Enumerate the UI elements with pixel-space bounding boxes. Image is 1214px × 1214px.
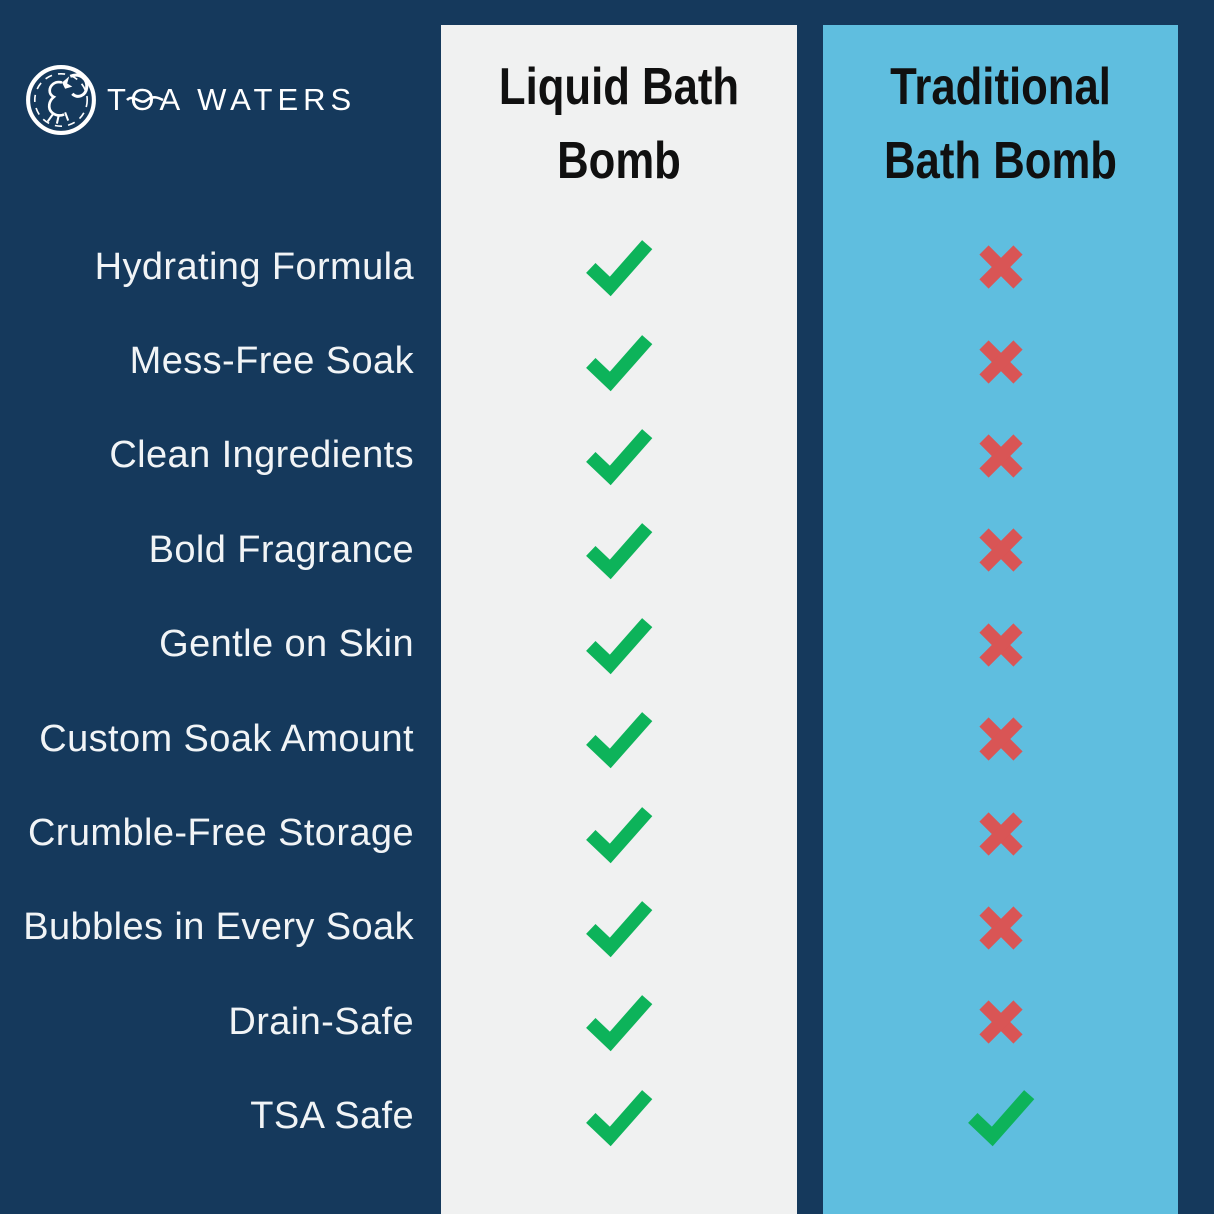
cross-icon	[976, 714, 1026, 764]
check-icon	[583, 710, 655, 769]
traditional-mark-cell	[823, 975, 1178, 1069]
traditional-mark-cell	[823, 409, 1178, 503]
liquid-mark-cell	[441, 975, 797, 1069]
feature-label: Custom Soak Amount	[39, 717, 414, 760]
feature-label: Crumble-Free Storage	[27, 812, 414, 855]
check-icon	[583, 805, 655, 863]
liquid-mark-cell	[441, 1070, 797, 1164]
feature-row: Hydrating Formula	[0, 220, 1214, 314]
check-icon	[583, 899, 655, 958]
feature-row: Bold Fragrance	[0, 503, 1214, 597]
liquid-mark-cell	[441, 314, 797, 408]
check-icon	[965, 1088, 1037, 1146]
cross-icon	[976, 620, 1026, 670]
brand-logo: TOA WATERS	[24, 63, 356, 137]
wave-through-o-icon	[126, 95, 164, 103]
liquid-mark-cell	[441, 409, 797, 503]
traditional-mark-cell	[823, 503, 1178, 597]
feature-label: TSA Safe	[250, 1095, 414, 1138]
feature-row: Custom Soak Amount	[0, 692, 1214, 786]
brand-name: TOA WATERS	[107, 63, 356, 137]
check-icon	[583, 993, 655, 1052]
toa-waters-seahorse-logo-icon	[26, 65, 96, 135]
liquid-mark-cell	[441, 786, 797, 880]
feature-label: Hydrating Formula	[94, 245, 414, 288]
feature-row: Mess-Free Soak	[0, 314, 1214, 408]
traditional-mark-cell	[823, 692, 1178, 786]
traditional-title-line1: Traditional	[890, 58, 1111, 116]
traditional-column-title: Traditional Bath Bomb	[851, 50, 1149, 198]
check-icon	[583, 521, 655, 580]
traditional-mark-cell	[823, 598, 1178, 692]
liquid-mark-cell	[441, 692, 797, 786]
traditional-mark-cell	[823, 1070, 1178, 1164]
liquid-mark-cell	[441, 598, 797, 692]
check-icon	[583, 1088, 655, 1146]
liquid-column-panel	[441, 25, 797, 1214]
traditional-mark-cell	[823, 786, 1178, 880]
cross-icon	[976, 903, 1026, 953]
check-icon	[583, 427, 655, 486]
feature-label: Bold Fragrance	[148, 528, 414, 571]
liquid-column-title: Liquid Bath Bomb	[469, 50, 768, 198]
check-icon	[583, 616, 655, 675]
cross-icon	[976, 337, 1026, 387]
feature-label: Drain-Safe	[228, 1000, 414, 1043]
cross-icon	[976, 242, 1026, 292]
traditional-mark-cell	[823, 314, 1178, 408]
cross-icon	[976, 431, 1026, 481]
feature-row: Bubbles in Every Soak	[0, 881, 1214, 975]
cross-icon	[976, 997, 1026, 1047]
traditional-mark-cell	[823, 881, 1178, 975]
feature-rows: Hydrating Formula Mess-Free Soak	[0, 220, 1214, 1164]
feature-row: Drain-Safe	[0, 975, 1214, 1069]
feature-row: Crumble-Free Storage	[0, 786, 1214, 880]
traditional-mark-cell	[823, 220, 1178, 314]
liquid-title-line1: Liquid Bath	[498, 58, 740, 116]
check-icon	[583, 238, 655, 297]
feature-row: TSA Safe	[0, 1070, 1214, 1164]
cross-icon	[976, 809, 1026, 859]
liquid-title-line2: Bomb	[557, 132, 681, 190]
traditional-title-line2: Bath Bomb	[884, 132, 1117, 190]
feature-row: Clean Ingredients	[0, 409, 1214, 503]
liquid-mark-cell	[441, 503, 797, 597]
liquid-mark-cell	[441, 220, 797, 314]
cross-icon	[976, 525, 1026, 575]
feature-label: Clean Ingredients	[109, 434, 414, 477]
feature-row: Gentle on Skin	[0, 598, 1214, 692]
feature-label: Mess-Free Soak	[129, 340, 414, 383]
feature-label: Gentle on Skin	[159, 623, 414, 666]
liquid-mark-cell	[441, 881, 797, 975]
check-icon	[583, 333, 655, 391]
feature-label: Bubbles in Every Soak	[23, 906, 414, 949]
